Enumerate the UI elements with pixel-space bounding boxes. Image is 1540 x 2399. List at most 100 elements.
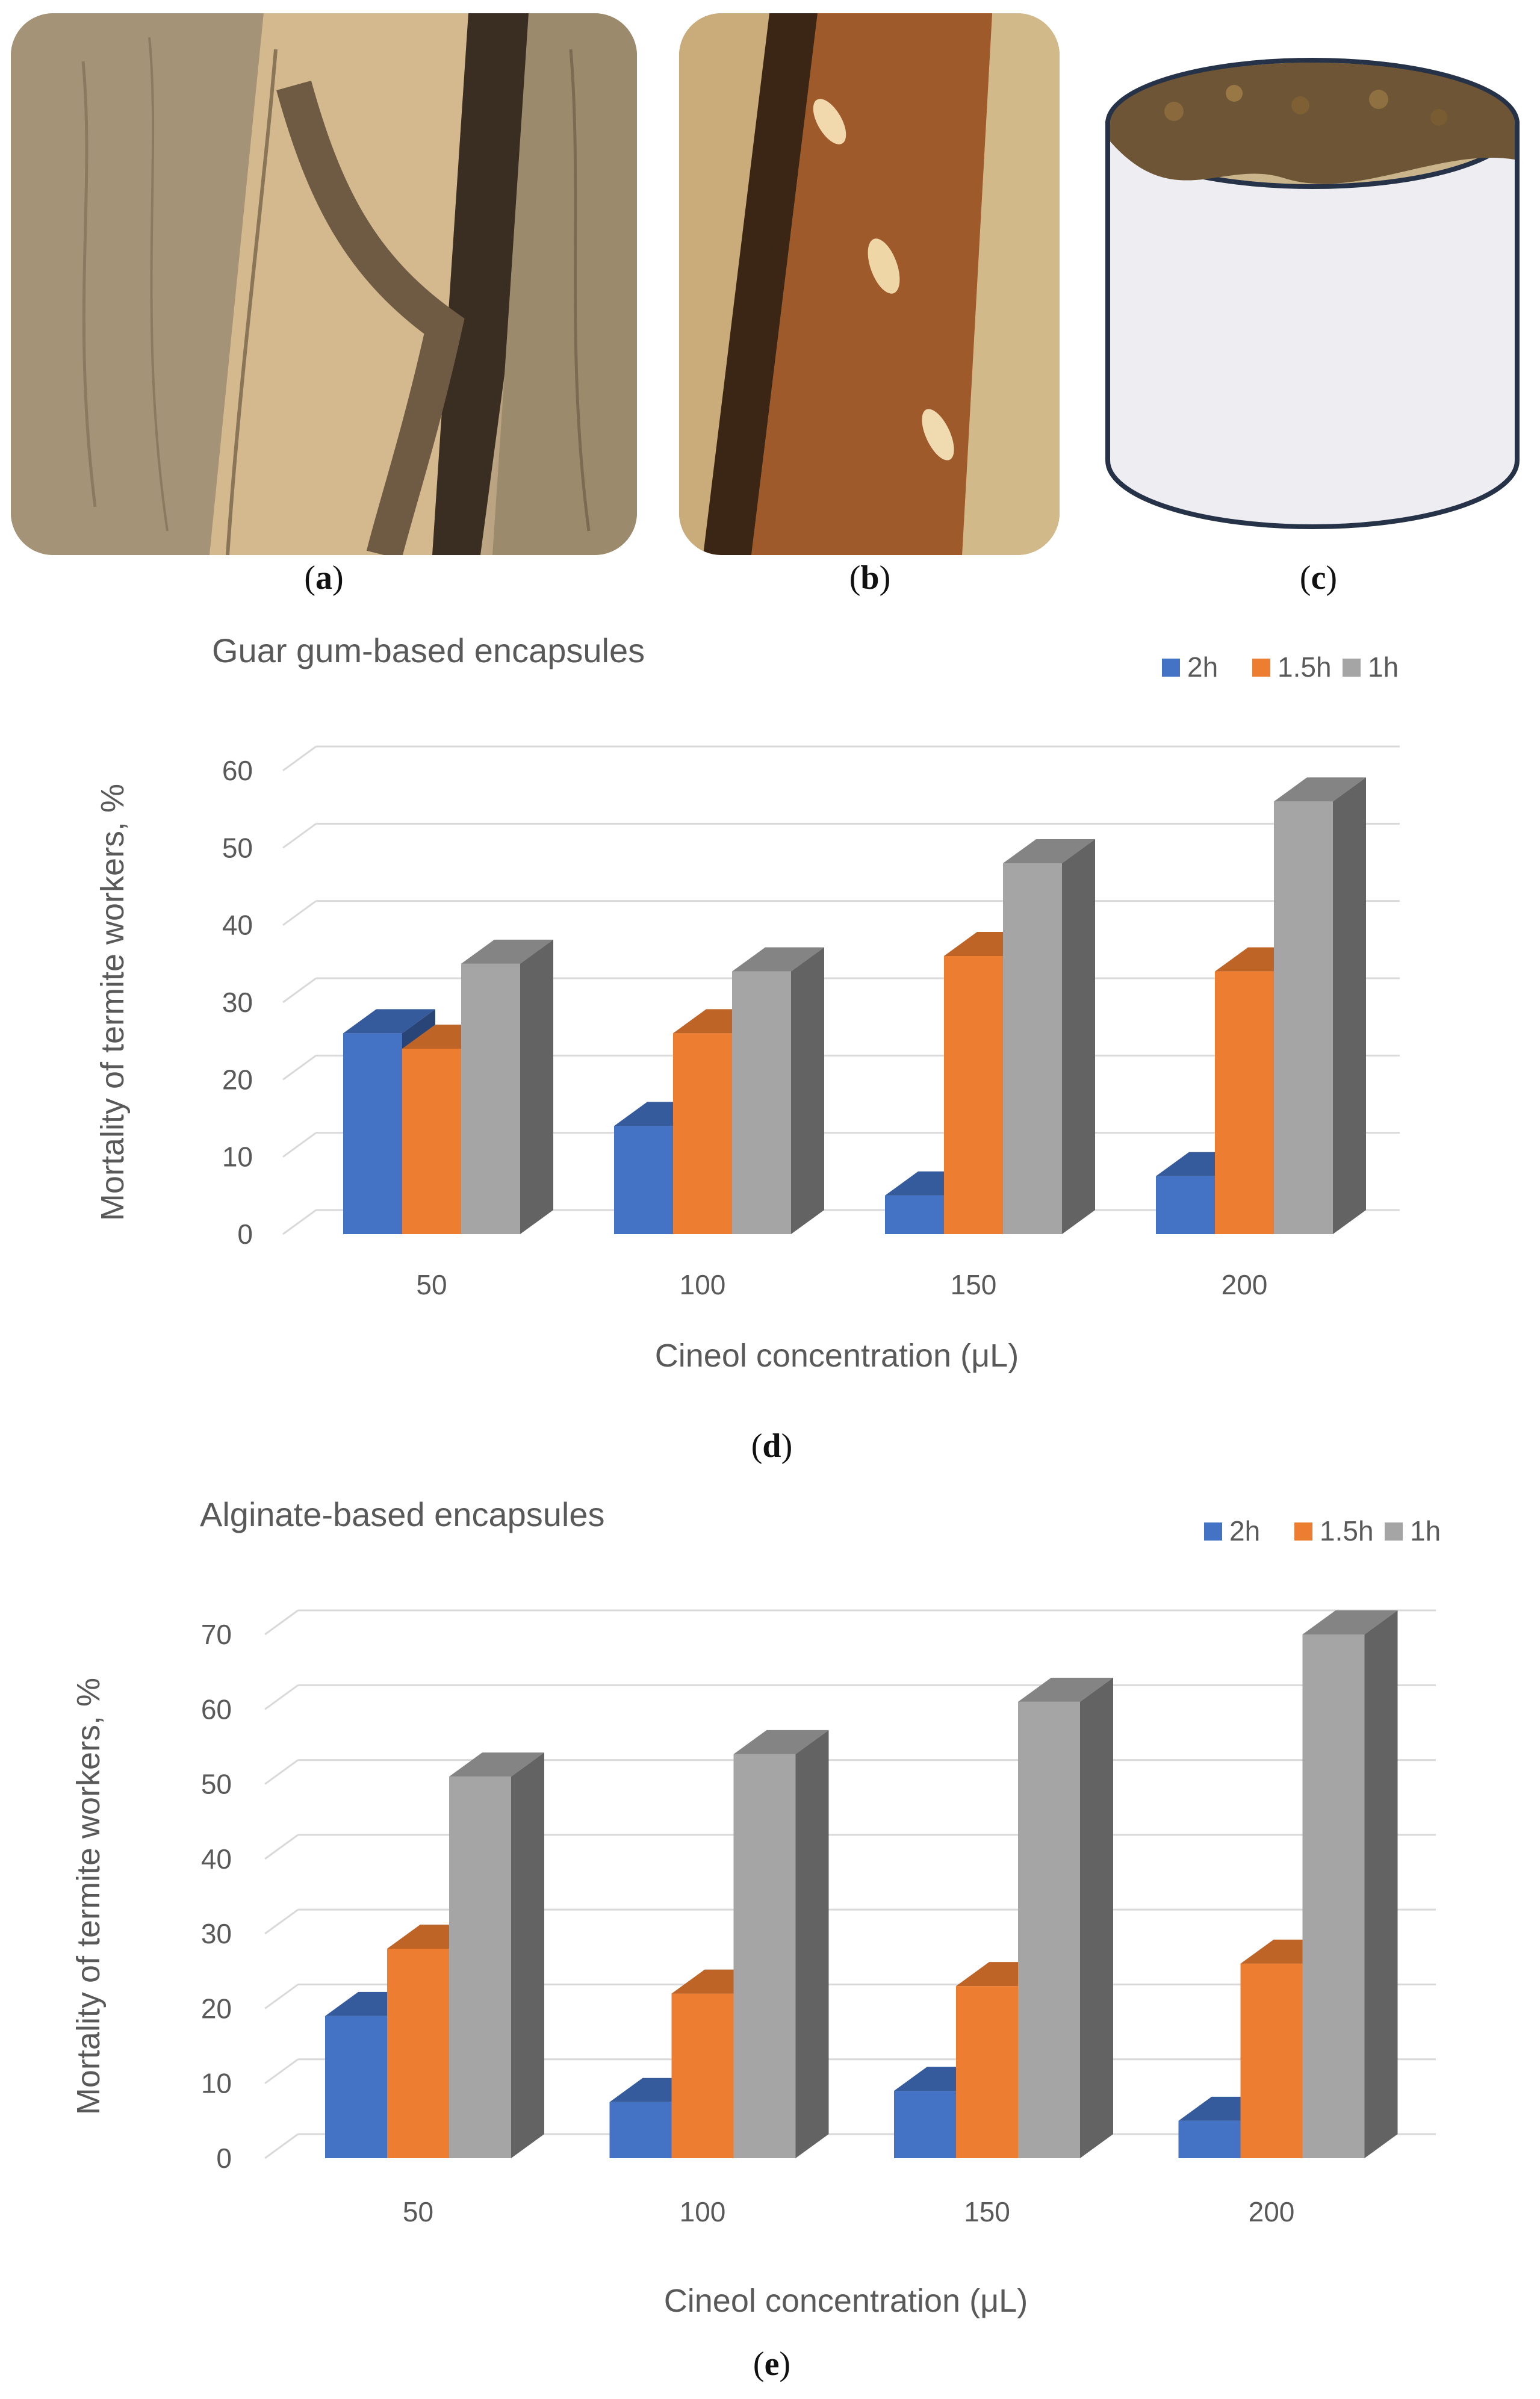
chart-title: Alginate-based encapsules	[200, 1495, 604, 1533]
y-tick-label: 10	[201, 2068, 232, 2099]
bar-top	[1018, 1677, 1113, 1702]
bar-side	[791, 947, 824, 1234]
panel-label-d: (d)	[751, 1427, 793, 1465]
bar-1h-200	[1302, 1610, 1398, 2158]
bar-side	[1080, 1677, 1113, 2158]
legend-label-2h: 2h	[1229, 1515, 1260, 1547]
bar-1h-100	[732, 947, 824, 1234]
gridline-connector	[282, 1132, 317, 1158]
legend-label-1h: 1h	[1410, 1515, 1441, 1547]
bar-1h-50	[449, 1752, 544, 2158]
bar-top	[1274, 777, 1366, 802]
bar-1h-150	[1018, 1677, 1113, 2158]
bar-front	[609, 2102, 672, 2158]
legend-label-2h: 2h	[1187, 651, 1218, 683]
y-tick-label: 20	[222, 1064, 253, 1095]
x-tick-label: 200	[1222, 1269, 1268, 1300]
gridline-connector	[282, 1209, 317, 1235]
bar-1h-200	[1274, 777, 1366, 1234]
bar-front	[1178, 2120, 1241, 2158]
chart-alginate: Alginate-based encapsules 2h 1.5h 1h 0 10 20 30…	[0, 1493, 1540, 2330]
legend-swatch-1h	[1343, 659, 1361, 677]
y-tick-label: 0	[237, 1218, 253, 1250]
legend-label-1.5h: 1.5h	[1320, 1515, 1374, 1547]
bar-top	[1302, 1610, 1398, 1634]
bar-top	[1003, 839, 1095, 863]
gridline-connector	[264, 1834, 299, 1860]
gridline-connector	[282, 977, 317, 1004]
x-tick-label: 150	[964, 2196, 1010, 2227]
bar-front	[343, 1033, 402, 1234]
bar-1h-150	[1003, 839, 1095, 1234]
gridline-connector	[264, 2058, 299, 2084]
x-axis-label: Cineol concentration (μL)	[655, 1338, 1019, 1374]
bar-top	[733, 1730, 829, 1754]
photo-termite-container	[1102, 57, 1523, 533]
bar-front	[1003, 863, 1062, 1234]
gridline-connector	[264, 2133, 299, 2159]
x-tick-label: 100	[680, 2196, 726, 2227]
bar-front	[1215, 971, 1274, 1234]
bar-front	[733, 1754, 796, 2158]
bar-front	[449, 1777, 511, 2158]
y-tick-label: 40	[222, 910, 253, 941]
gridline-connector	[282, 823, 317, 849]
y-tick-label: 70	[201, 1619, 232, 1650]
bar-front	[671, 1993, 734, 2158]
bar-front	[402, 1049, 461, 1234]
panel-label-c: (c)	[1299, 559, 1338, 597]
chart-guar-gum: Guar gum-based encapsules 2h 1.5h 1h 0 10 20 30…	[0, 626, 1540, 1421]
y-tick-label: 0	[216, 2143, 232, 2174]
y-tick-label: 50	[201, 1769, 232, 1800]
gridline-connector	[264, 1684, 299, 1710]
legend-swatch-2h	[1204, 1522, 1222, 1541]
bar-side	[511, 1752, 544, 2158]
bar-front	[1240, 1963, 1303, 2158]
y-axis-label: Mortality of termite workers, %	[95, 784, 131, 1221]
bar-front	[387, 1949, 449, 2158]
y-tick-label: 20	[201, 1993, 232, 2024]
panel-label-a: (a)	[304, 559, 344, 597]
bar-side	[520, 939, 553, 1234]
bar-front	[1156, 1176, 1215, 1234]
bar-top	[343, 1009, 435, 1034]
legend-label-1.5h: 1.5h	[1278, 651, 1332, 683]
y-tick-label: 60	[201, 1693, 232, 1725]
bar-front	[944, 956, 1003, 1234]
y-tick-label: 50	[222, 832, 253, 863]
y-tick-label: 60	[222, 755, 253, 786]
bar-top	[461, 939, 553, 964]
bar-side	[1333, 777, 1366, 1234]
x-tick-label: 50	[403, 2196, 433, 2227]
x-tick-label: 50	[416, 1269, 447, 1300]
legend-swatch-1.5h	[1294, 1522, 1312, 1541]
gridline-connector	[282, 1055, 317, 1081]
bar-side	[1364, 1610, 1398, 2158]
panel-label-e: (e)	[753, 2345, 791, 2383]
bar-front	[1018, 1701, 1080, 2158]
gridline-connector	[282, 900, 317, 926]
bar-front	[1274, 801, 1333, 1234]
x-tick-label: 150	[951, 1269, 997, 1300]
y-tick-label: 10	[222, 1141, 253, 1173]
x-axis-label: Cineol concentration (μL)	[664, 2283, 1028, 2319]
bar-front	[956, 1986, 1018, 2158]
chart-title: Guar gum-based encapsules	[212, 632, 645, 669]
y-tick-label: 40	[201, 1843, 232, 1875]
bar-front	[325, 2016, 387, 2158]
bar-front	[614, 1126, 673, 1234]
x-tick-label: 100	[680, 1269, 726, 1300]
legend-label-1h: 1h	[1368, 651, 1399, 683]
bar-top	[449, 1752, 544, 1777]
gridline-connector	[264, 1759, 299, 1785]
gridline-connector	[264, 1908, 299, 1935]
legend-swatch-1h	[1385, 1522, 1403, 1541]
bar-1h-100	[733, 1730, 829, 2158]
y-axis-label: Mortality of termite workers, %	[70, 1678, 107, 2115]
bar-front	[461, 963, 520, 1234]
x-tick-label: 200	[1249, 2196, 1295, 2227]
bar-front	[673, 1033, 732, 1234]
gridline-connector	[264, 1609, 299, 1636]
bar-front	[732, 971, 791, 1234]
gridline-connector	[282, 745, 317, 772]
